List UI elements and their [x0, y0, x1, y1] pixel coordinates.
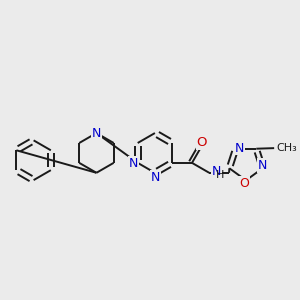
Text: N: N [129, 157, 139, 170]
Text: O: O [239, 177, 249, 190]
Text: H: H [216, 170, 224, 180]
Text: N: N [212, 165, 221, 178]
Text: O: O [197, 136, 207, 149]
Text: N: N [235, 142, 244, 154]
Text: CH₃: CH₃ [276, 143, 297, 153]
Text: N: N [257, 159, 267, 172]
Text: N: N [151, 171, 160, 184]
Text: N: N [92, 127, 101, 140]
